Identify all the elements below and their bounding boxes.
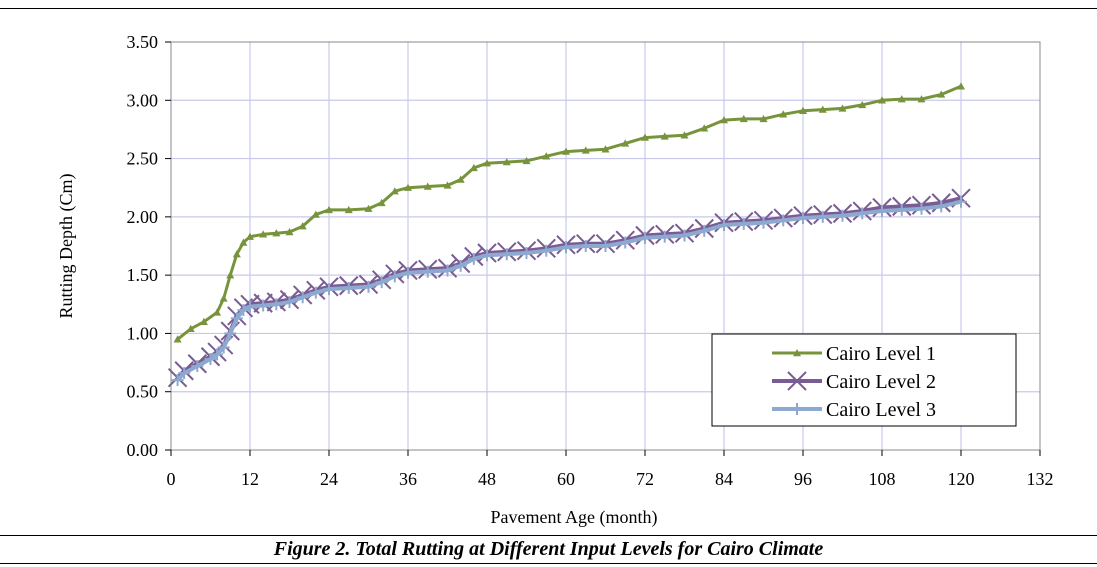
data-point: [220, 294, 228, 301]
x-tick-label: 12: [241, 469, 259, 489]
y-axis-label: Rutting Depth (Cm): [56, 174, 77, 319]
y-tick-label: 1.00: [127, 323, 159, 343]
x-tick-label: 84: [715, 469, 733, 489]
legend-label: Cairo Level 2: [826, 371, 936, 393]
y-tick-label: 2.00: [127, 207, 159, 227]
figure-caption: Figure 2. Total Rutting at Different Inp…: [0, 538, 1097, 561]
x-tick-label: 0: [167, 469, 176, 489]
x-tick-label: 24: [320, 469, 338, 489]
x-tick-label: 60: [557, 469, 575, 489]
legend-label: Cairo Level 3: [826, 399, 936, 421]
x-tick-label: 108: [869, 469, 896, 489]
x-tick-label: 36: [399, 469, 417, 489]
caption-rule-bottom: [0, 563, 1097, 564]
x-tick-label: 120: [948, 469, 975, 489]
y-tick-label: 3.00: [127, 90, 159, 110]
x-tick-label: 132: [1027, 469, 1054, 489]
y-tick-label: 0.00: [127, 440, 159, 460]
caption-rule-top: [0, 535, 1097, 536]
x-tick-label: 72: [636, 469, 654, 489]
y-tick-label: 3.50: [127, 32, 159, 52]
legend-label: Cairo Level 1: [826, 343, 936, 365]
x-tick-label: 48: [478, 469, 496, 489]
legend: Cairo Level 1 Cairo Level 2 Cairo Level 3: [712, 334, 1016, 426]
rutting-line-chart: 0 12 24 36 48 60 72 84 96 108 120 132 0.00 0.50 1.00 1.…: [0, 0, 1097, 535]
x-axis-label: Pavement Age (month): [491, 507, 658, 528]
x-tick-label: 96: [794, 469, 812, 489]
y-tick-label: 1.50: [127, 265, 159, 285]
y-tick-label: 2.50: [127, 149, 159, 169]
y-tick-label: 0.50: [127, 382, 159, 402]
